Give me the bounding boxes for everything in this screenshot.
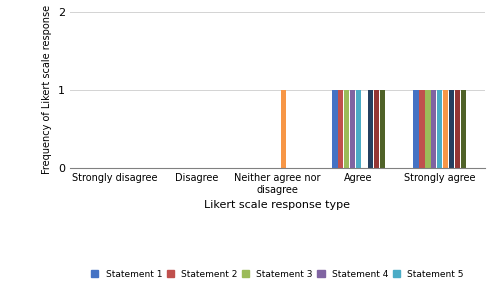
- Bar: [338, 90, 344, 168]
- Bar: [332, 90, 338, 168]
- Bar: [380, 90, 385, 168]
- Bar: [443, 90, 448, 168]
- Bar: [449, 90, 454, 168]
- Bar: [420, 90, 424, 168]
- Bar: [414, 90, 418, 168]
- Bar: [455, 90, 460, 168]
- Bar: [431, 90, 436, 168]
- Bar: [281, 90, 286, 168]
- Y-axis label: Frequency of Likert scale response: Frequency of Likert scale response: [42, 5, 52, 175]
- Bar: [426, 90, 430, 168]
- Bar: [461, 90, 466, 168]
- Bar: [350, 90, 356, 168]
- Bar: [344, 90, 350, 168]
- Bar: [368, 90, 373, 168]
- Bar: [374, 90, 379, 168]
- Bar: [437, 90, 442, 168]
- Bar: [356, 90, 362, 168]
- X-axis label: Likert scale response type: Likert scale response type: [204, 200, 350, 210]
